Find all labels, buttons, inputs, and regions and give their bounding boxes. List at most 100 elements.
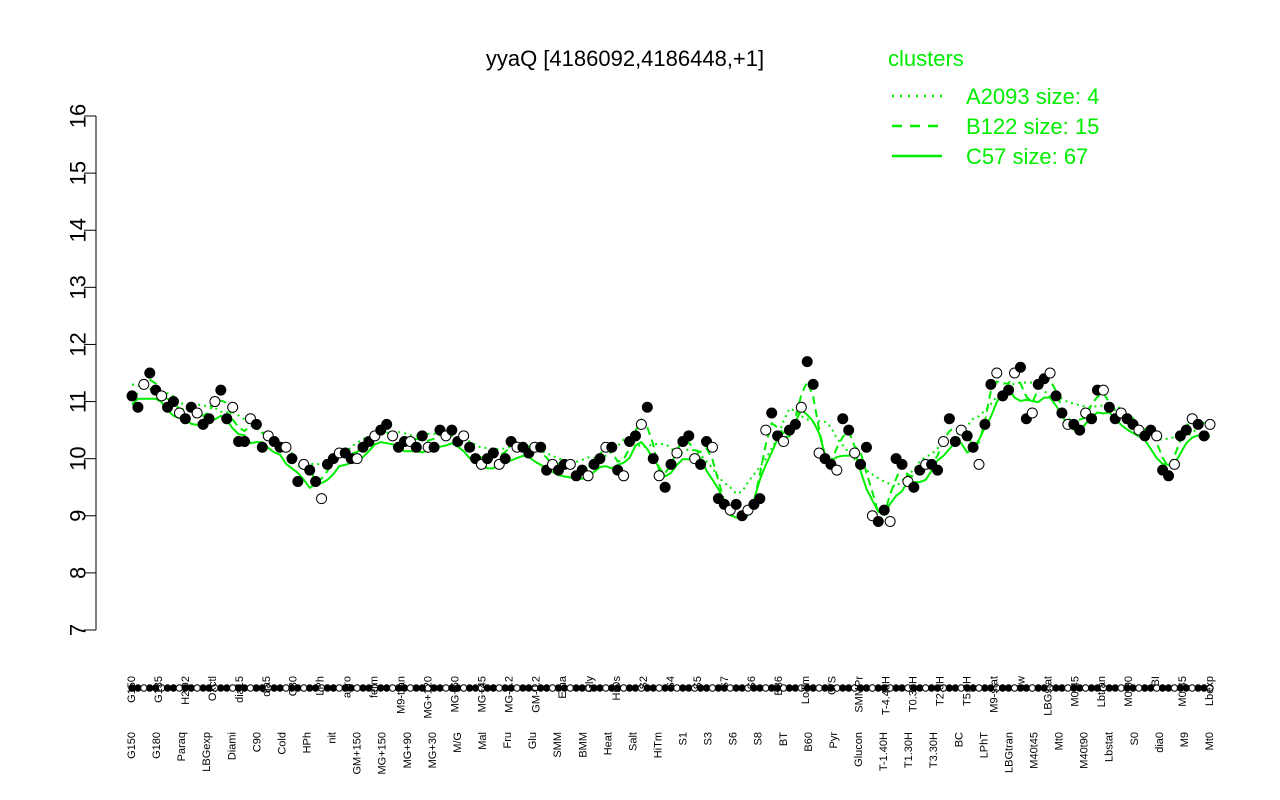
x-tick-label: Glucon: [853, 732, 865, 767]
data-point: [1163, 470, 1175, 482]
x-tick-label: S7: [719, 676, 731, 689]
data-point: [132, 401, 144, 413]
data-point: [671, 447, 683, 459]
y-tick-label: 10: [66, 446, 91, 470]
data-point: [618, 470, 630, 482]
data-point: [428, 441, 440, 453]
data-point: [582, 470, 594, 482]
x-tick-label: Glu: [527, 732, 539, 749]
x-tick-label: Pyr: [828, 732, 840, 749]
data-point: [351, 453, 363, 465]
data-point: [855, 458, 867, 470]
data-point: [535, 441, 547, 453]
data-point: [760, 424, 772, 436]
data-point: [487, 447, 499, 459]
data-point: [653, 470, 665, 482]
x-tick-label: ferm: [369, 676, 381, 698]
x-tick-label: GM+150: [352, 732, 364, 775]
data-point: [499, 453, 511, 465]
data-point: [896, 458, 908, 470]
x-tick-label: Gly: [584, 676, 596, 693]
data-point: [1151, 430, 1163, 442]
data-point: [446, 424, 458, 436]
y-tick-label: 15: [66, 161, 91, 185]
data-point: [932, 464, 944, 476]
data-point: [961, 430, 973, 442]
data-point: [629, 430, 641, 442]
data-point: [878, 504, 890, 516]
x-tick-label: HiTm: [652, 732, 664, 758]
x-tick-label: T1.30H: [903, 732, 915, 768]
y-tick-label: 14: [66, 218, 91, 242]
x-tick-label: dia15: [234, 676, 246, 703]
x-tick-label: Heat: [602, 732, 614, 755]
data-point: [381, 418, 393, 430]
data-point: [1086, 413, 1098, 425]
x-tick-label: MG+150: [377, 732, 389, 775]
x-tick-label: dia5: [261, 676, 273, 697]
x-tick-label: Etha: [557, 675, 569, 699]
cluster-lines: [131, 372, 1211, 519]
x-tick-label: LPh: [315, 676, 327, 696]
x-axis-markers: [128, 684, 1214, 692]
data-point: [801, 356, 813, 368]
x-tick-label: M9-tran: [396, 676, 408, 714]
y-tick-label: 9: [66, 510, 91, 522]
data-point: [860, 441, 872, 453]
x-tick-label: MG+60: [449, 676, 461, 712]
data-point: [1003, 384, 1015, 396]
x-tick-label: MG-0.2: [503, 676, 515, 713]
data-point: [286, 453, 298, 465]
legend-title: clusters: [888, 46, 964, 71]
data-point: [943, 413, 955, 425]
data-point: [683, 430, 695, 442]
data-point: [292, 476, 304, 488]
data-point: [564, 458, 576, 470]
x-tick-label: G135: [153, 676, 165, 703]
x-tick-label: M/G: [452, 732, 464, 753]
x-tick-label: LBGstat: [1042, 676, 1054, 716]
data-point: [410, 441, 422, 453]
data-point: [280, 441, 292, 453]
data-point: [1014, 361, 1026, 373]
x-axis-labels: G150 G135 H2O2 Oxctl dia15 dia5 C30 LPh aero ferm…: [126, 675, 1216, 774]
data-point: [191, 407, 203, 419]
y-tick-label: 12: [66, 332, 91, 356]
x-tick-label: Mal: [477, 732, 489, 750]
x-tick-label: Paraq: [176, 732, 188, 761]
x-tick-label: H2O2: [180, 676, 192, 705]
x-tick-label: B60: [803, 732, 815, 752]
x-tick-label: S4: [665, 676, 677, 689]
x-tick-label: M40t45: [1029, 732, 1041, 769]
data-point: [778, 436, 790, 448]
x-tick-label: C30: [288, 676, 300, 696]
cluster-line-b122: [131, 372, 1211, 517]
data-points: [126, 356, 1216, 527]
data-point: [1192, 418, 1204, 430]
x-tick-label: MG+45: [476, 676, 488, 712]
data-point: [789, 418, 801, 430]
data-point: [706, 441, 718, 453]
x-tick-label: S6: [746, 676, 758, 689]
y-tick-label: 16: [66, 104, 91, 128]
x-tick-label: MG+30: [427, 732, 439, 768]
x-tick-label: dia0: [1154, 732, 1166, 753]
data-point: [316, 493, 328, 505]
x-tick-label: Lbtran: [1096, 676, 1108, 707]
x-tick-label: S6: [728, 732, 740, 745]
data-point: [606, 441, 618, 453]
x-tick-label: T-1.40H: [878, 732, 890, 771]
data-point: [973, 458, 985, 470]
data-point: [659, 481, 671, 493]
x-tick-label: Oxctl: [207, 676, 219, 701]
x-tick-label: G150: [126, 732, 138, 759]
data-point: [1026, 407, 1038, 419]
x-tick-label: T3.30H: [928, 732, 940, 768]
x-tick-label: Cold: [276, 732, 288, 755]
x-tick-label: G/S: [827, 676, 839, 695]
x-tick-label: M9-stat: [988, 676, 1000, 713]
x-tick-label: S0: [1129, 732, 1141, 745]
y-tick-label: 7: [66, 624, 91, 636]
y-tick-label: 8: [66, 567, 91, 579]
